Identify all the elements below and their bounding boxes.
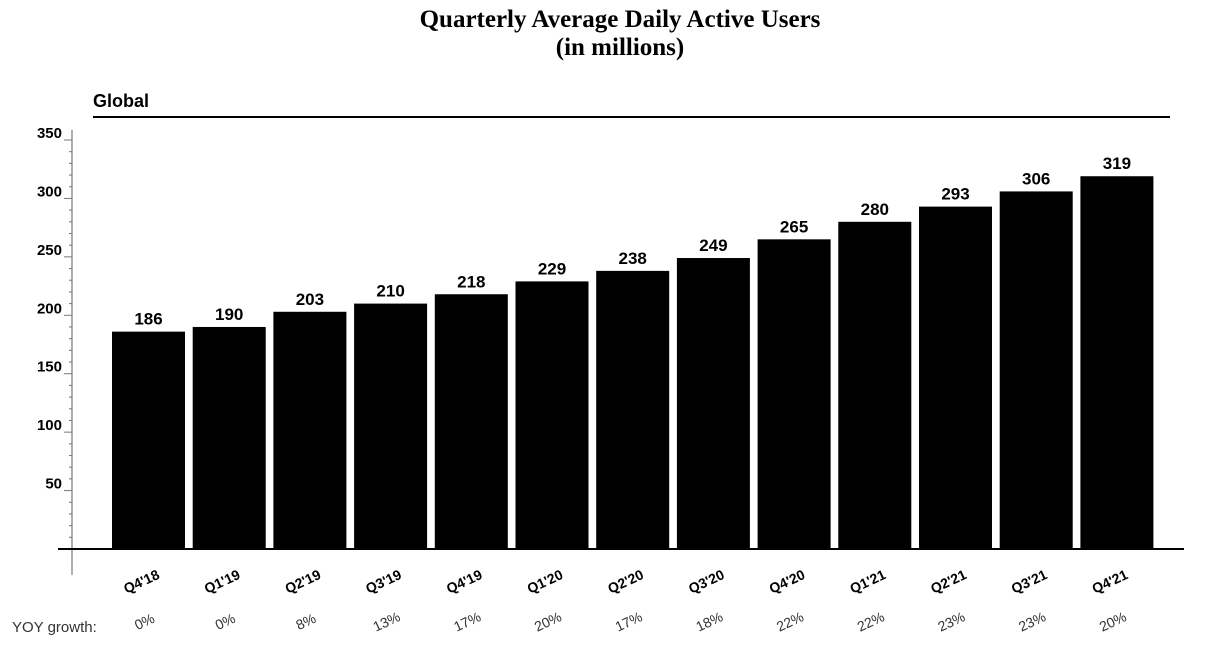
x-tick-label: Q1'20 bbox=[524, 566, 565, 596]
panel-label: Global bbox=[93, 91, 149, 111]
value-label: 210 bbox=[376, 282, 404, 301]
y-tick-label: 300 bbox=[37, 183, 62, 200]
yoy-growth-label: 22% bbox=[774, 608, 806, 634]
yoy-growth-label: 23% bbox=[1016, 608, 1048, 634]
y-tick-label: 150 bbox=[37, 359, 62, 376]
bar bbox=[596, 270, 670, 549]
yoy-growth-label: 22% bbox=[855, 608, 887, 634]
x-axis: Q4'18 Q1'19 Q2'19 Q3'19 Q4'19 Q1'20 Q2'20 Q3'20… bbox=[58, 548, 1184, 597]
value-label: 238 bbox=[619, 249, 647, 268]
x-tick-label: Q1'21 bbox=[847, 566, 888, 596]
bar bbox=[434, 294, 508, 549]
yoy-growth-label: 17% bbox=[451, 608, 483, 634]
bar bbox=[515, 281, 589, 549]
x-tick-label: Q2'21 bbox=[928, 566, 969, 596]
bar bbox=[919, 206, 992, 549]
yoy-growth-row: YOY growth: 0% 0% 8% 13% 17% 20% 17% 18% 22% 22% 2… bbox=[12, 608, 1129, 636]
bar bbox=[757, 239, 831, 550]
value-label: 190 bbox=[215, 305, 243, 324]
yoy-growth-label: 20% bbox=[1097, 608, 1129, 634]
x-tick-label: Q4'18 bbox=[121, 566, 162, 596]
x-tick-label: Q3'19 bbox=[363, 566, 404, 596]
value-label: 319 bbox=[1103, 154, 1131, 173]
x-tick-label: Q2'19 bbox=[282, 566, 323, 596]
bar bbox=[273, 311, 347, 549]
value-label: 229 bbox=[538, 259, 566, 278]
x-tick-label: Q3'21 bbox=[1009, 566, 1050, 596]
y-tick-label: 200 bbox=[37, 300, 62, 317]
x-tick-label: Q4'20 bbox=[767, 566, 808, 596]
yoy-growth-label: 8% bbox=[293, 610, 318, 633]
value-label: 203 bbox=[296, 290, 324, 309]
y-tick-label: 50 bbox=[45, 476, 62, 493]
value-label: 249 bbox=[699, 236, 727, 255]
value-label: 306 bbox=[1022, 169, 1050, 188]
yoy-growth-label: 20% bbox=[532, 608, 564, 634]
yoy-growth-label: 0% bbox=[213, 610, 238, 633]
yoy-growth-label: 18% bbox=[693, 608, 725, 634]
chart-subtitle: (in millions) bbox=[556, 34, 685, 61]
value-label: 218 bbox=[457, 272, 485, 291]
bars bbox=[112, 176, 1154, 550]
bar bbox=[112, 331, 185, 549]
y-axis: 50 100 150 200 250 300 350 bbox=[37, 125, 73, 575]
chart-title: Quarterly Average Daily Active Users bbox=[420, 6, 821, 33]
yoy-growth-label: 13% bbox=[370, 608, 402, 634]
yoy-growth-label: 0% bbox=[132, 610, 157, 633]
yoy-growth-label: 17% bbox=[613, 608, 645, 634]
x-tick-label: Q3'20 bbox=[686, 566, 727, 596]
y-tick-label: 100 bbox=[37, 417, 62, 434]
x-tick-label: Q2'20 bbox=[605, 566, 646, 596]
x-tick-label: Q4'19 bbox=[444, 566, 485, 596]
y-tick-label: 250 bbox=[37, 242, 62, 259]
bar bbox=[192, 326, 266, 549]
y-tick-label: 350 bbox=[37, 125, 62, 142]
bar bbox=[838, 221, 912, 550]
yoy-caption: YOY growth: bbox=[12, 619, 97, 636]
value-label: 186 bbox=[134, 310, 162, 329]
value-labels: 186 190 203 210 218 229 238 249 265 280 293 306 319 bbox=[134, 154, 1131, 328]
bar bbox=[676, 258, 750, 549]
value-label: 293 bbox=[941, 185, 969, 204]
yoy-growth-label: 23% bbox=[935, 608, 967, 634]
value-label: 265 bbox=[780, 217, 808, 236]
value-label: 280 bbox=[861, 200, 889, 219]
bar bbox=[354, 303, 428, 549]
bar bbox=[999, 191, 1073, 549]
x-tick-label: Q4'21 bbox=[1089, 566, 1130, 596]
bar bbox=[1080, 176, 1154, 549]
x-tick-label: Q1'19 bbox=[202, 566, 243, 596]
